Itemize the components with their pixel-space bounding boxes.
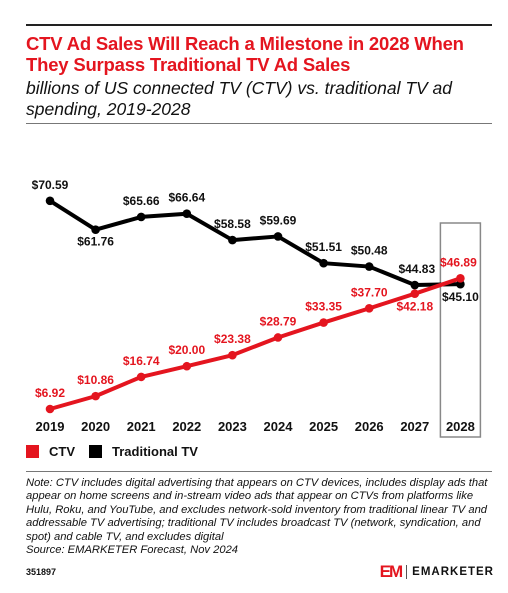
x-tick-label: 2021 — [127, 419, 156, 434]
data-point-ctv — [45, 404, 55, 414]
x-tick-label: 2027 — [400, 419, 429, 434]
data-point-traditional — [182, 209, 192, 219]
data-label-ctv: $28.79 — [260, 314, 297, 328]
x-tick-label: 2025 — [309, 419, 338, 434]
highlight-box-2028 — [439, 222, 482, 438]
x-tick-label: 2026 — [355, 419, 384, 434]
x-tick-label: 2024 — [264, 419, 294, 434]
x-tick-label: 2023 — [218, 419, 247, 434]
data-label-ctv: $37.70 — [351, 285, 388, 299]
data-label-traditional: $51.51 — [305, 240, 342, 254]
data-point-ctv — [273, 333, 283, 342]
data-label-ctv: $46.89 — [440, 255, 477, 269]
data-point-traditional — [45, 196, 55, 206]
data-label-traditional: $59.69 — [260, 213, 297, 227]
chart-legend: CTV Traditional TV — [26, 443, 212, 459]
legend-item-ctv: CTV — [26, 444, 75, 459]
note-rule — [26, 471, 492, 472]
data-point-ctv — [136, 372, 146, 382]
data-point-traditional — [319, 258, 328, 268]
data-point-traditional — [273, 232, 283, 241]
x-tick-label: 2019 — [36, 419, 65, 434]
top-rule — [26, 24, 492, 26]
data-label-traditional: $70.59 — [32, 178, 69, 192]
chart-note: Note: CTV includes digital advertising t… — [26, 477, 488, 543]
legend-item-traditional: Traditional TV — [89, 444, 198, 459]
data-point-ctv — [91, 391, 100, 401]
data-point-ctv — [410, 289, 420, 298]
data-label-traditional: $45.10 — [442, 290, 479, 304]
chart-title: CTV Ad Sales Will Reach a Milestone in 2… — [26, 33, 464, 75]
data-label-ctv: $23.38 — [214, 332, 251, 346]
data-label-traditional: $61.76 — [77, 235, 114, 249]
data-label-ctv: $10.86 — [77, 373, 114, 387]
series-line-traditional — [48, 199, 461, 288]
data-point-traditional — [410, 280, 420, 290]
legend-label-traditional: Traditional TV — [112, 443, 198, 459]
x-tick-label: 2028 — [446, 419, 475, 434]
chart-id: 351897 — [26, 567, 57, 577]
data-point-traditional — [91, 225, 100, 234]
data-label-ctv: $33.35 — [305, 300, 342, 314]
header-rule — [26, 123, 492, 124]
data-point-ctv — [364, 304, 374, 313]
data-point-ctv — [182, 361, 192, 371]
data-label-ctv: $6.92 — [35, 386, 65, 400]
x-tick-label: 2020 — [81, 419, 110, 434]
series-line-ctv — [49, 276, 462, 411]
logo-name: EMARKETER — [412, 566, 494, 578]
data-label-traditional: $65.66 — [123, 194, 160, 208]
x-tick-label: 2022 — [172, 419, 201, 434]
logo-mark: EM — [379, 562, 403, 581]
logo-separator — [406, 565, 408, 579]
legend-swatch-ctv — [26, 444, 39, 458]
data-label-ctv: $20.00 — [168, 343, 205, 357]
data-point-traditional — [228, 235, 237, 245]
chart-source: Source: EMARKETER Forecast, Nov 2024 — [26, 544, 239, 556]
data-point-ctv — [456, 273, 465, 283]
data-label-ctv: $42.18 — [396, 300, 433, 314]
data-label-traditional: $66.64 — [168, 191, 205, 205]
data-label-ctv: $16.74 — [123, 354, 160, 368]
data-point-ctv — [319, 318, 328, 327]
data-label-traditional: $58.58 — [214, 217, 251, 231]
data-point-ctv — [228, 350, 237, 360]
data-label-traditional: $44.83 — [398, 262, 435, 276]
data-point-traditional — [364, 262, 374, 271]
data-label-traditional: $50.48 — [351, 244, 388, 258]
chart-subtitle: billions of US connected TV (CTV) vs. tr… — [26, 78, 453, 119]
emarketer-logo: EM EMARKETER — [380, 562, 494, 582]
legend-swatch-traditional — [89, 444, 102, 458]
legend-label-ctv: CTV — [49, 443, 75, 459]
data-point-traditional — [136, 212, 146, 222]
